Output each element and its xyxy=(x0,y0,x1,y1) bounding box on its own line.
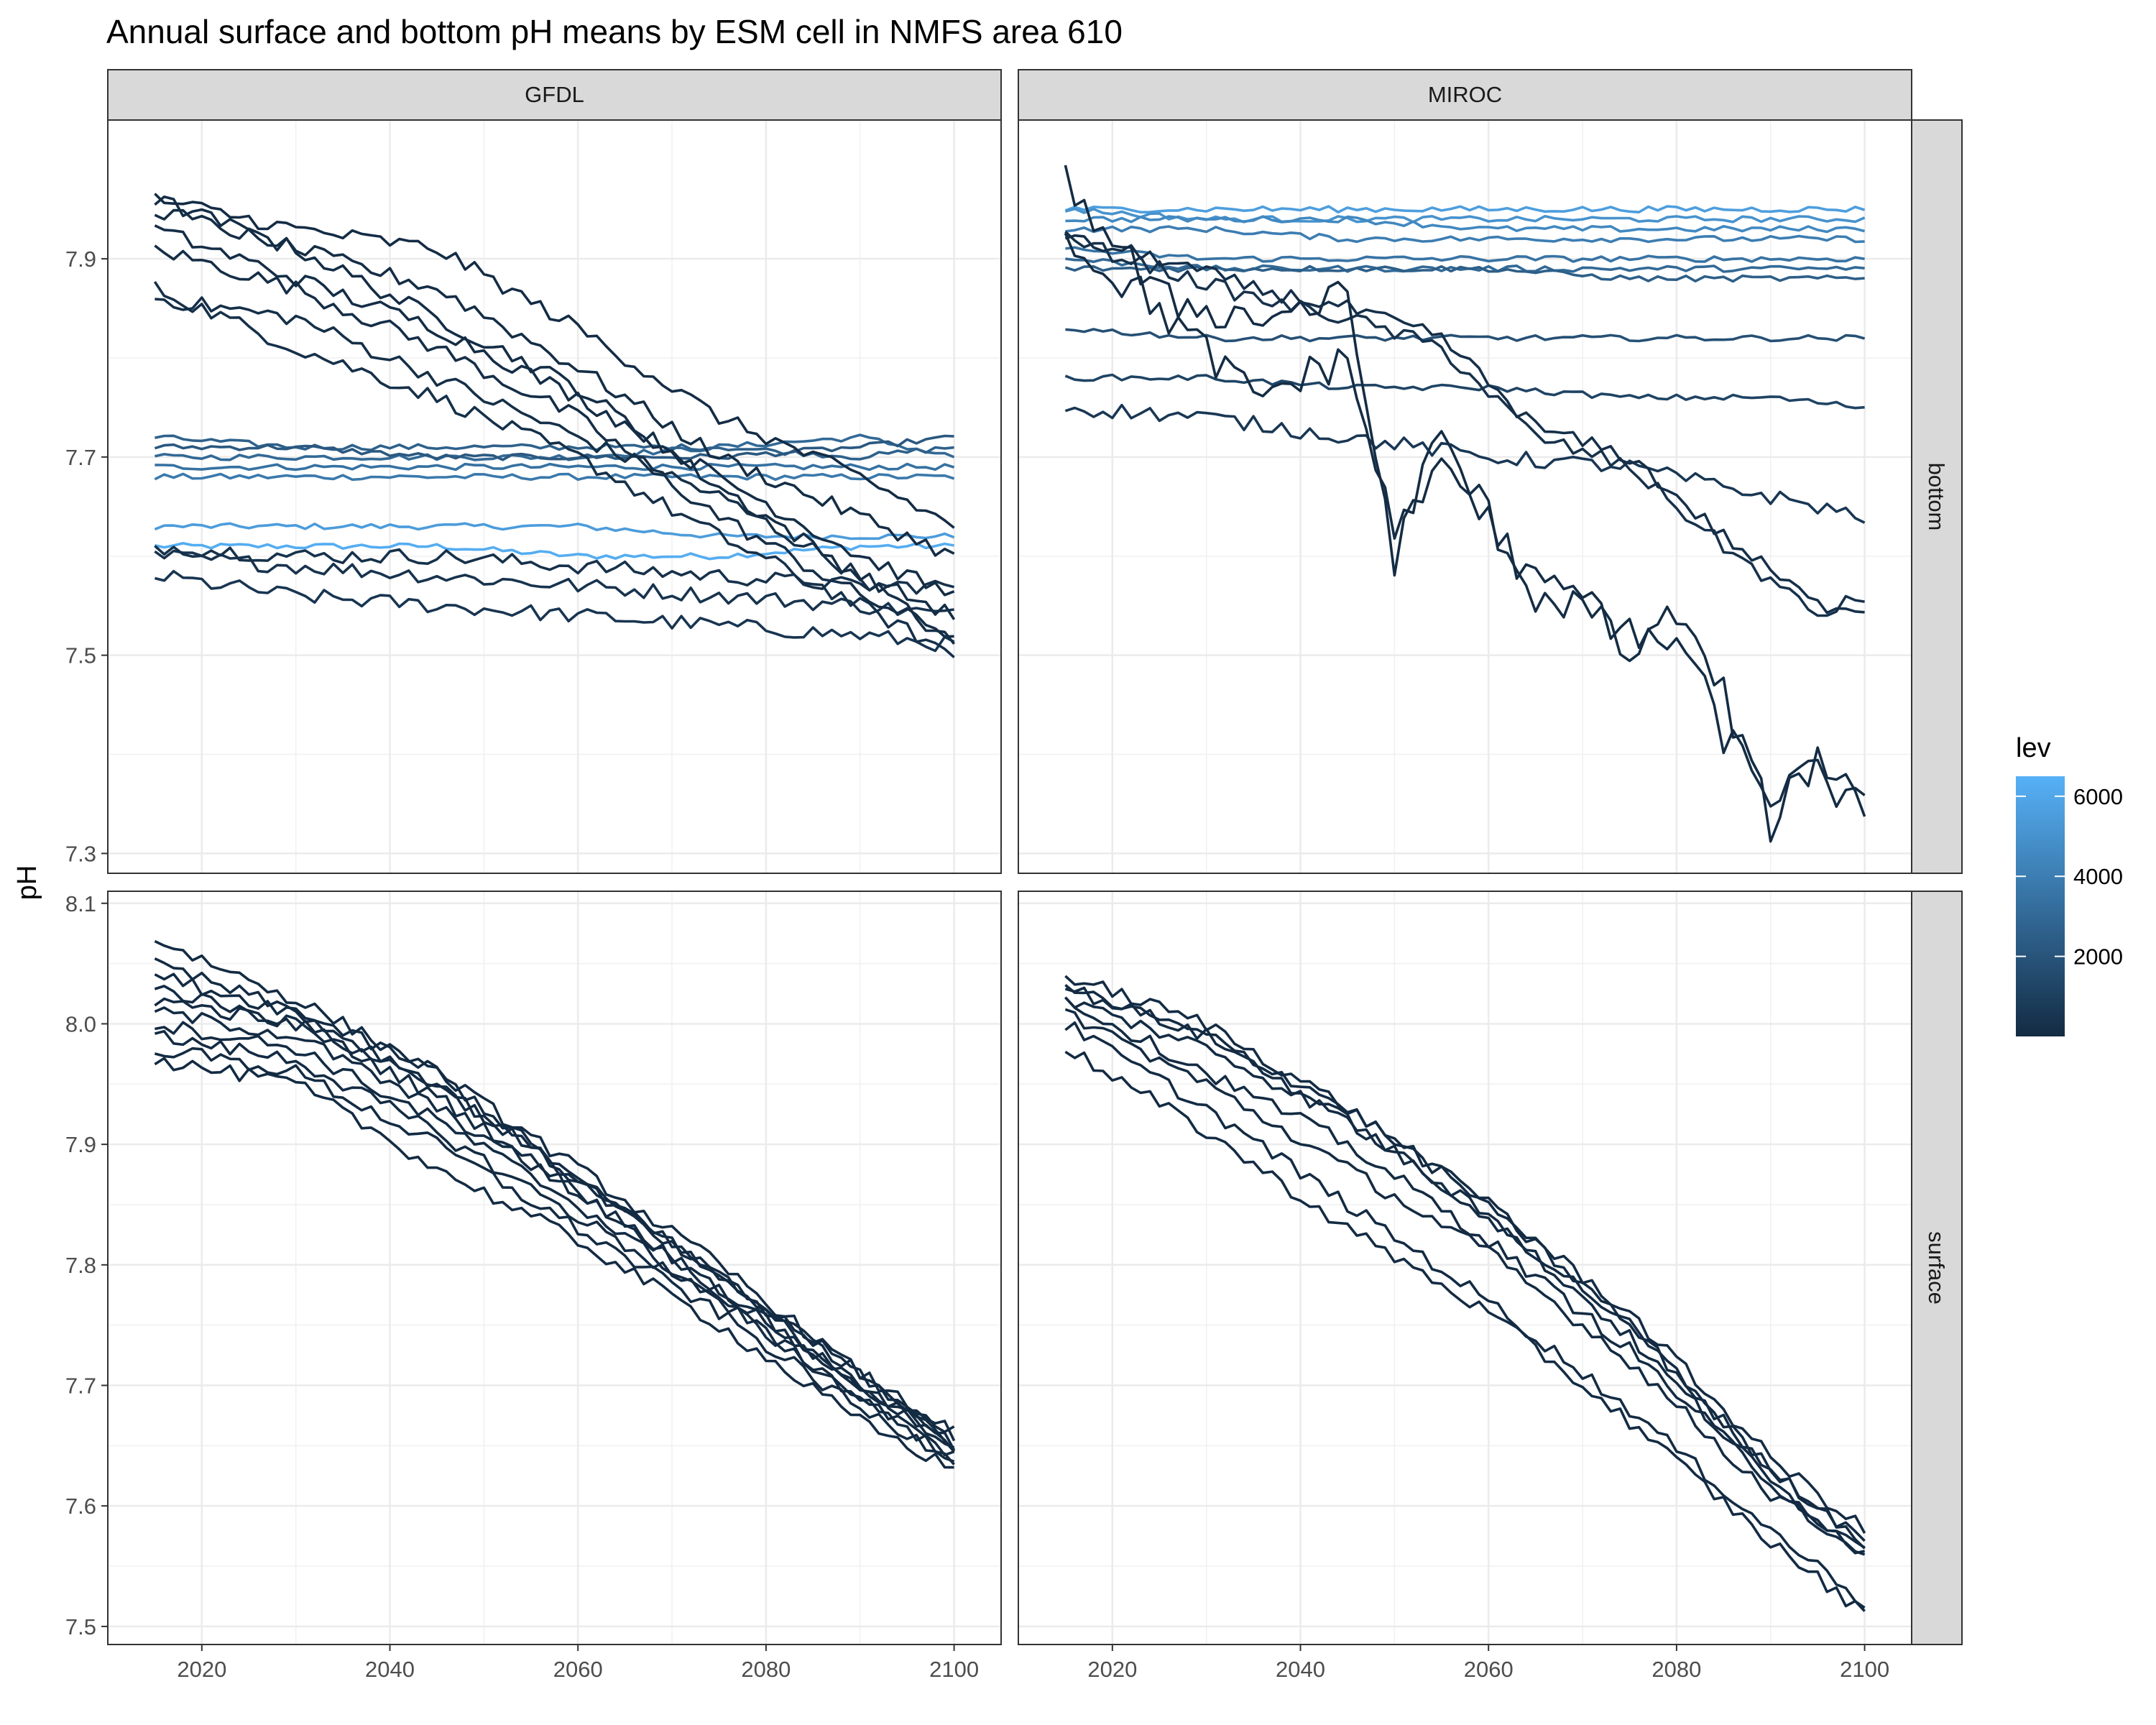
series-line xyxy=(1064,1050,1866,1612)
panel-miroc-surface: 2020 2040 2060 2080 2100 xyxy=(1018,891,1912,1682)
legend-tick-label: 6000 xyxy=(2073,784,2123,809)
y-tick-label: 7.8 xyxy=(65,1253,96,1278)
series-line xyxy=(155,433,955,461)
series-line xyxy=(154,224,955,597)
panels-group: 7.3 7.5 7.7 7.9 7.5 7.6 7.7 7.8 7.9 8.0 8.1 2020 204… xyxy=(65,119,1912,1682)
series-line xyxy=(1064,165,1866,843)
series-line xyxy=(1064,234,1865,615)
legend-colorbar xyxy=(2016,776,2065,1036)
series-line xyxy=(1064,996,1866,1549)
series-line xyxy=(154,244,954,638)
series-lines xyxy=(153,193,956,658)
x-tick-label: 2040 xyxy=(365,1657,415,1682)
series-line xyxy=(154,1006,955,1449)
x-tick-label: 2040 xyxy=(1276,1657,1325,1682)
y-tick-label: 7.9 xyxy=(65,247,96,272)
y-tick-label: 7.7 xyxy=(65,445,96,470)
legend-title: lev xyxy=(2016,733,2051,763)
panel-miroc-bottom xyxy=(1018,119,1912,874)
series-line xyxy=(154,985,955,1453)
series-line xyxy=(1065,215,1866,234)
series-line xyxy=(1065,225,1865,244)
series-line xyxy=(1064,264,1865,283)
y-tick-label: 8.1 xyxy=(65,891,96,916)
y-tick-label: 8.0 xyxy=(65,1011,96,1036)
facet-label-gfdl: GFDL xyxy=(525,82,584,107)
x-tick-label: 2060 xyxy=(1464,1657,1514,1682)
series-lines xyxy=(1064,975,1866,1612)
x-tick-label: 2020 xyxy=(177,1657,226,1682)
series-line xyxy=(1065,328,1866,343)
panel-gfdl-bottom: 7.3 7.5 7.7 7.9 xyxy=(65,119,1002,874)
y-tick-label: 7.3 xyxy=(65,841,96,866)
series-line xyxy=(155,542,954,561)
series-line xyxy=(154,193,955,529)
series-line xyxy=(1064,975,1866,1534)
series-lines xyxy=(1064,165,1866,843)
series-line xyxy=(154,939,955,1433)
series-line xyxy=(154,569,955,653)
legend-tick-label: 4000 xyxy=(2073,864,2123,889)
y-tick-label: 7.5 xyxy=(65,1614,96,1639)
facet-strip-surface: surface xyxy=(1911,891,1963,1645)
y-tick-label: 7.5 xyxy=(65,643,96,668)
facet-label-surface: surface xyxy=(1924,1231,1949,1305)
facet-label-miroc: MIROC xyxy=(1428,82,1502,107)
series-line xyxy=(1064,984,1866,1550)
series-line xyxy=(154,1046,955,1463)
panel-background xyxy=(108,120,1001,873)
series-line xyxy=(154,1030,955,1457)
x-tick-label: 2080 xyxy=(741,1657,791,1682)
series-line xyxy=(153,281,955,658)
series-line xyxy=(1064,373,1865,410)
panel-background xyxy=(108,891,1001,1644)
series-line xyxy=(1064,230,1865,617)
legend-ticks: 2000 4000 6000 xyxy=(2016,784,2123,970)
y-tick-label: 7.6 xyxy=(65,1494,96,1519)
series-line xyxy=(154,208,955,557)
y-tick-label: 7.9 xyxy=(65,1132,96,1157)
facet-strip-bottom: bottom xyxy=(1911,119,1963,874)
facet-strip-gfdl: GFDL xyxy=(107,69,1002,121)
x-tick-label: 2100 xyxy=(929,1657,979,1682)
facet-label-bottom: bottom xyxy=(1924,463,1949,531)
x-tick-label: 2100 xyxy=(1840,1657,1889,1682)
series-line xyxy=(1065,246,1865,263)
series-line xyxy=(154,545,955,595)
series-line xyxy=(155,462,955,472)
y-axis-title: pH xyxy=(12,865,42,901)
legend-tick-label: 2000 xyxy=(2073,944,2123,970)
series-line xyxy=(154,549,954,617)
series-lines xyxy=(154,939,956,1469)
chart-title: Annual surface and bottom pH means by ES… xyxy=(106,13,1123,50)
series-line xyxy=(155,1021,955,1466)
series-line xyxy=(1064,996,1865,1555)
series-line xyxy=(154,997,956,1451)
series-line xyxy=(154,472,955,482)
series-line xyxy=(1064,403,1866,524)
x-tick-label: 2080 xyxy=(1651,1657,1701,1682)
series-line xyxy=(154,1057,954,1469)
panel-gfdl-surface: 7.5 7.6 7.7 7.8 7.9 8.0 8.1 2020 2040 2060 2080 210… xyxy=(65,891,1002,1682)
series-line xyxy=(1064,986,1866,1542)
panel-border xyxy=(107,891,1002,1645)
x-tick-label: 2020 xyxy=(1087,1657,1137,1682)
series-line xyxy=(154,434,954,461)
y-tick-label: 7.7 xyxy=(65,1373,96,1398)
series-line xyxy=(1064,1008,1866,1556)
x-tick-label: 2060 xyxy=(553,1657,603,1682)
color-legend: lev 2000 4000 6000 xyxy=(2016,733,2123,1036)
series-line xyxy=(1064,205,1866,213)
series-line xyxy=(1064,1021,1866,1609)
facet-strip-miroc: MIROC xyxy=(1018,69,1912,121)
panel-background xyxy=(1018,891,1912,1644)
